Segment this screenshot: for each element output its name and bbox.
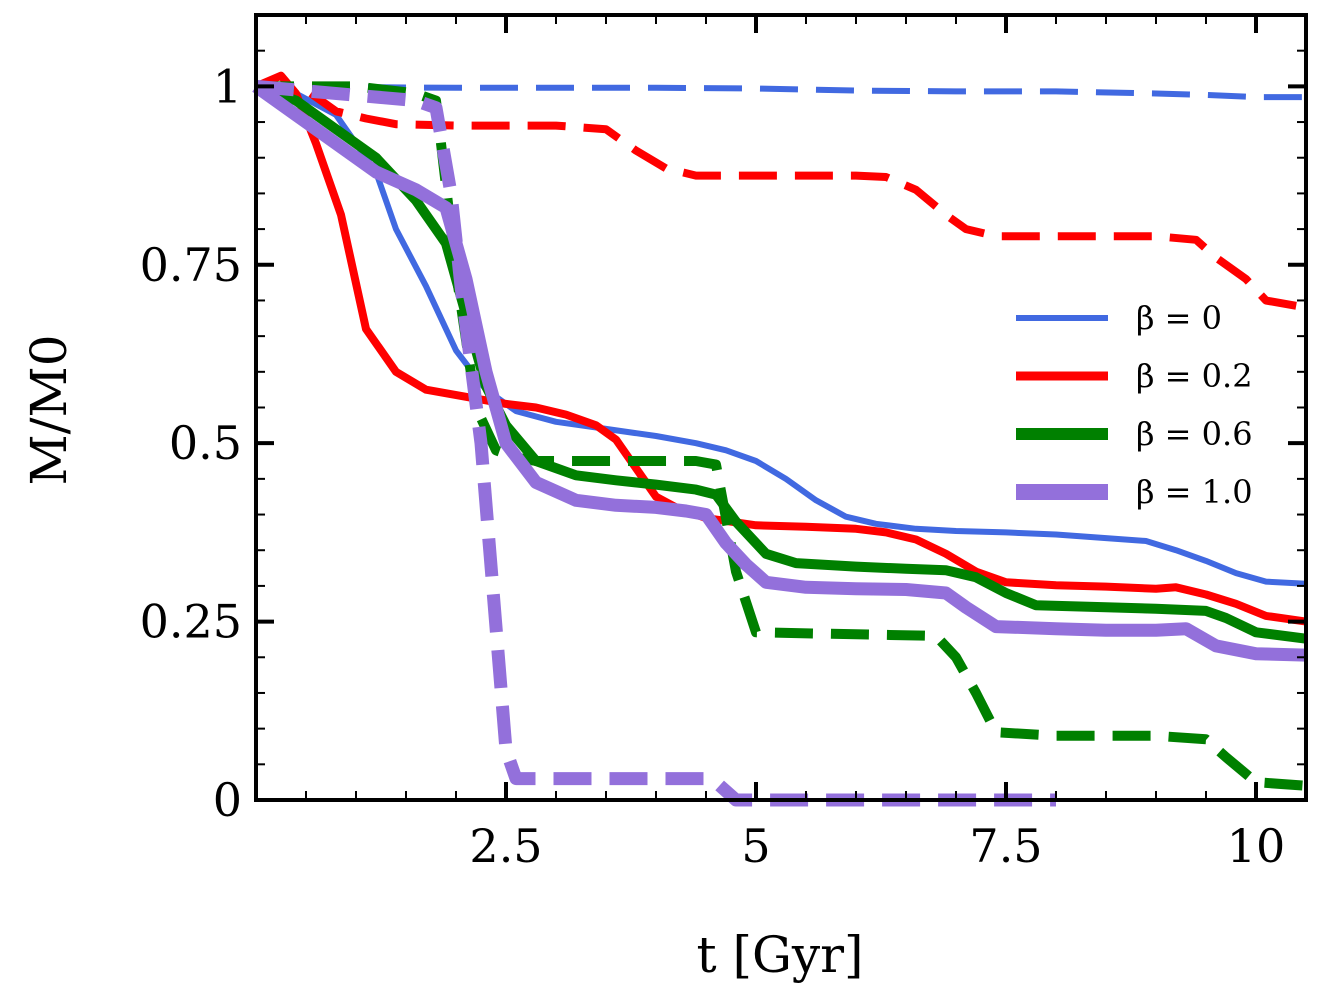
legend-label: β = 0.6 bbox=[1136, 415, 1253, 453]
y-tick-label: 0.5 bbox=[169, 416, 242, 470]
plot-frame bbox=[254, 13, 1308, 802]
ticks-layer: 2.5 5 7.5 10 0 0.25 0.5 0.75 1 bbox=[140, 15, 1306, 873]
legend-label: β = 0 bbox=[1136, 299, 1222, 337]
y-tick-label: 0.75 bbox=[140, 238, 242, 292]
series-line-0 bbox=[255, 83, 1307, 587]
series-layer bbox=[252, 71, 1307, 807]
series-line-7 bbox=[255, 79, 1056, 807]
series-line-6 bbox=[252, 81, 1307, 662]
series-line-5 bbox=[256, 81, 1307, 791]
y-tick-label: 1 bbox=[213, 59, 242, 113]
x-tick-label: 2.5 bbox=[469, 819, 542, 873]
x-tick-label: 5 bbox=[741, 819, 770, 873]
series-line-1 bbox=[255, 83, 1306, 101]
y-tick-label: 0 bbox=[213, 773, 242, 827]
legend: β = 0 β = 0.2 β = 0.6 β = 1.0 bbox=[1016, 299, 1253, 511]
x-tick-label: 7.5 bbox=[969, 819, 1042, 873]
legend-label: β = 0.2 bbox=[1136, 357, 1253, 395]
y-tick-label: 0.25 bbox=[140, 595, 242, 649]
y-axis-label: M/M0 bbox=[20, 334, 78, 485]
x-axis-label: t [Gyr] bbox=[696, 926, 863, 984]
legend-label: β = 1.0 bbox=[1136, 473, 1253, 511]
series-line-3 bbox=[255, 82, 1307, 312]
x-tick-label: 10 bbox=[1227, 819, 1286, 873]
